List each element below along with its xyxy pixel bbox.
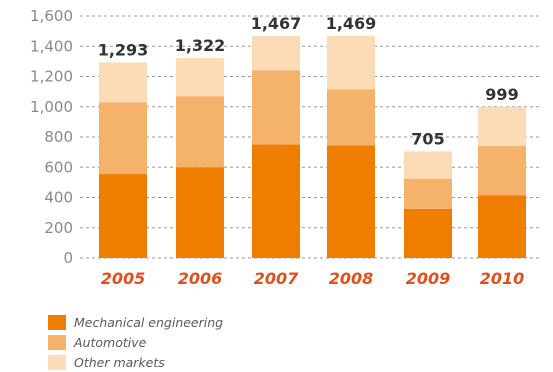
y-axis-ticks: 0 200 400 600 800 1,000 1,200 1,400 1,600 — [30, 7, 73, 267]
bar-segment — [404, 151, 452, 179]
bar-segment — [404, 208, 452, 258]
total-label: 1,322 — [175, 36, 226, 55]
bar-segment — [252, 36, 300, 71]
total-labels: 1,293 1,322 1,467 1,469 705 999 — [98, 14, 519, 149]
legend: Mechanical engineering Automotive Other … — [48, 312, 223, 372]
y-tick-label: 0 — [63, 249, 73, 267]
legend-swatch-other — [48, 354, 66, 370]
y-tick-label: 1,400 — [30, 37, 73, 55]
bar-segment — [404, 178, 452, 209]
y-tick-label: 600 — [44, 158, 73, 176]
y-tick-label: 200 — [44, 219, 73, 237]
bar-segment — [327, 145, 375, 258]
legend-item-mechanical: Mechanical engineering — [48, 312, 223, 332]
bar-segment — [99, 102, 147, 175]
gridlines — [80, 15, 540, 259]
x-category-label: 2009 — [406, 269, 451, 288]
bar-segment — [176, 58, 224, 97]
legend-item-other: Other markets — [48, 352, 223, 372]
total-label: 1,469 — [326, 14, 377, 33]
bar-segment — [176, 167, 224, 258]
legend-swatch-mechanical — [48, 314, 66, 330]
y-tick-label: 800 — [44, 128, 73, 146]
bar-segment — [252, 70, 300, 145]
x-category-label: 2007 — [254, 269, 299, 288]
total-label: 999 — [485, 85, 518, 104]
bars — [99, 35, 526, 258]
x-category-label: 2005 — [101, 269, 146, 288]
y-tick-label: 1,600 — [30, 7, 73, 25]
total-label: 1,293 — [98, 40, 149, 59]
bar-segment — [478, 106, 526, 147]
bar-segment — [176, 96, 224, 168]
bar-segment — [327, 35, 375, 90]
bar-segment — [478, 146, 526, 196]
total-label: 705 — [411, 129, 444, 148]
legend-label-automotive: Automotive — [74, 334, 147, 350]
bar-segment — [327, 89, 375, 146]
bar-segment — [99, 62, 147, 103]
bar-segment — [252, 144, 300, 258]
legend-swatch-automotive — [48, 334, 66, 350]
legend-label-other: Other markets — [74, 354, 165, 370]
y-tick-label: 1,200 — [30, 68, 73, 86]
bar-segment — [99, 174, 147, 258]
y-tick-label: 400 — [44, 189, 73, 207]
legend-item-automotive: Automotive — [48, 332, 223, 352]
total-label: 1,467 — [251, 14, 302, 33]
x-category-label: 2006 — [178, 269, 223, 288]
legend-label-mechanical: Mechanical engineering — [74, 314, 224, 330]
x-category-label: 2008 — [329, 269, 374, 288]
y-tick-label: 1,000 — [30, 98, 73, 116]
x-category-label: 2010 — [480, 269, 525, 288]
x-axis-labels: 2005 2006 2007 2008 2009 2010 — [101, 269, 525, 288]
bar-segment — [478, 195, 526, 258]
